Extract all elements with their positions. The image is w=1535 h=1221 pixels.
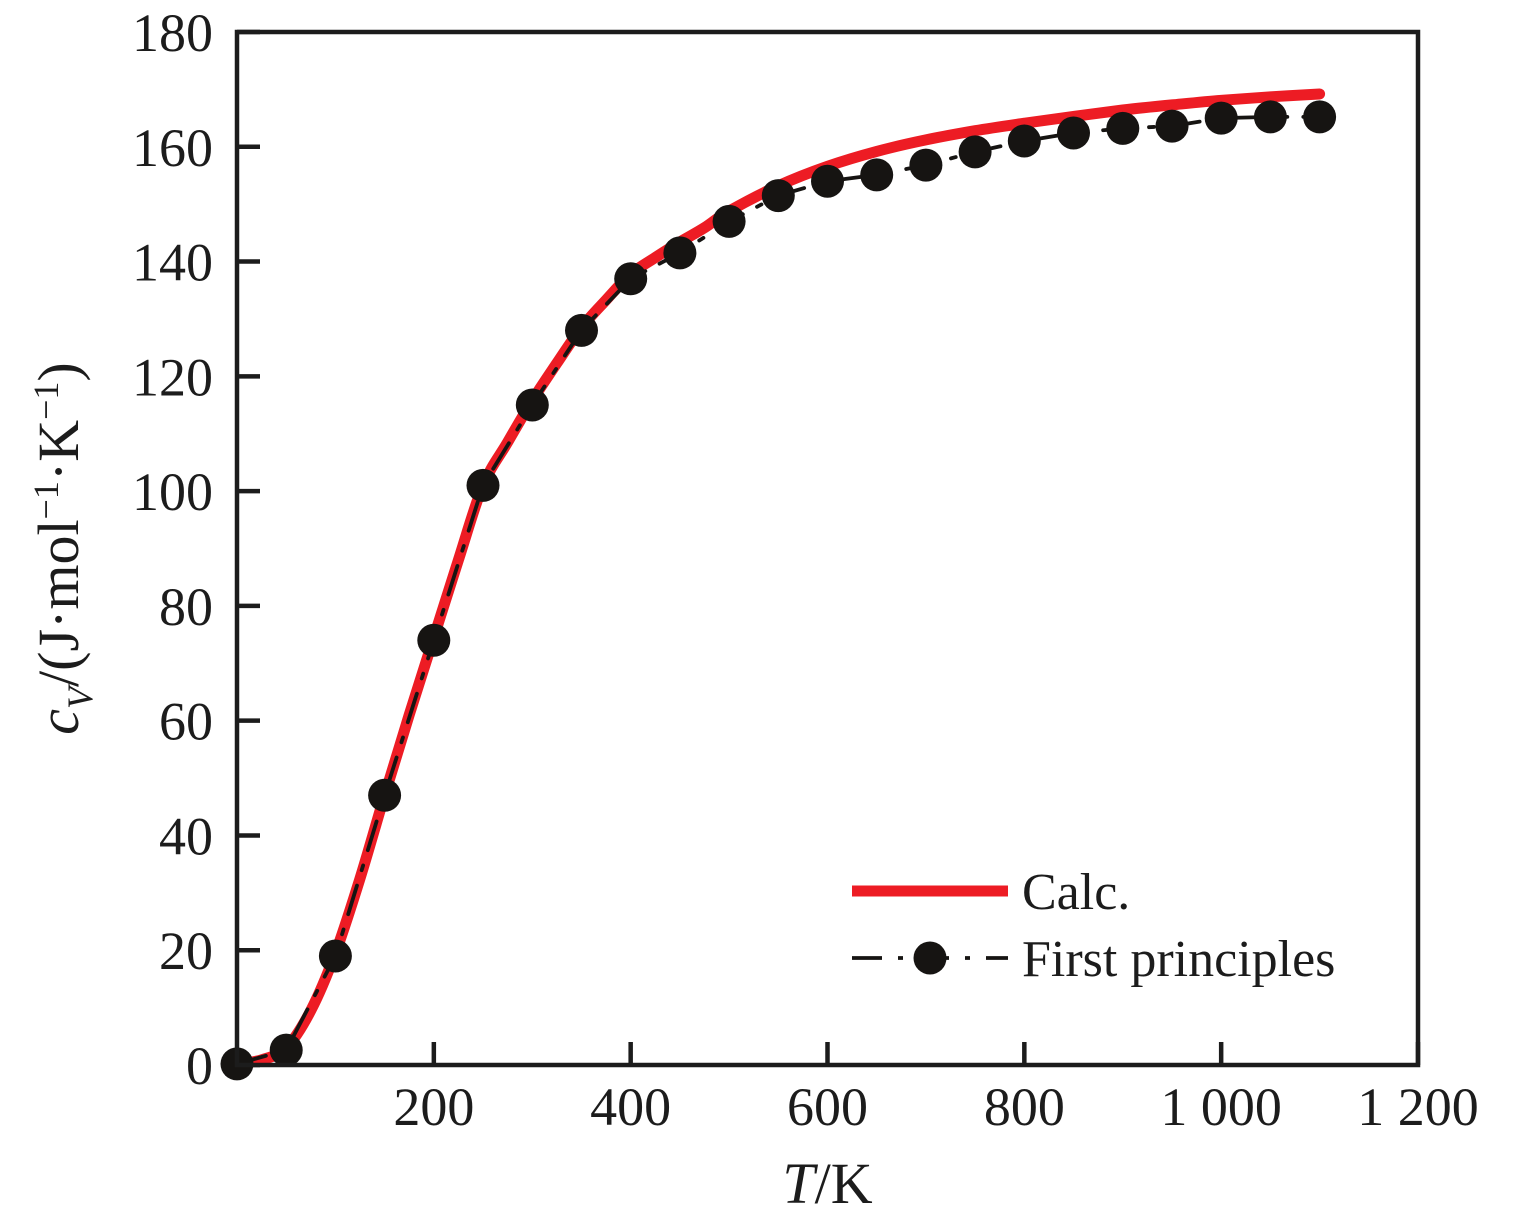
x-axis-title: T/K — [782, 1151, 872, 1216]
legend-item-calc: Calc. — [852, 864, 1130, 921]
legend-label: First principles — [1022, 931, 1335, 988]
x-tick-label: 200 — [393, 1077, 474, 1137]
x-tick-label: 1 200 — [1357, 1077, 1479, 1137]
y-tick-labels: 0 20 40 60 80 100 120 140 160 180 — [132, 3, 213, 1096]
plot-border — [234, 29, 1421, 1068]
data-point-marker — [1007, 124, 1041, 158]
y-tick-label: 0 — [186, 1036, 213, 1096]
data-point-marker — [909, 148, 943, 182]
x-tick-labels: 200 400 600 800 1 000 1 200 — [393, 1077, 1478, 1137]
data-point-marker — [565, 313, 598, 347]
y-tick-label: 60 — [159, 692, 213, 752]
x-tick-label: 1 000 — [1160, 1077, 1282, 1137]
x-tick-label: 800 — [984, 1077, 1065, 1137]
legend-label: Calc. — [1022, 864, 1130, 921]
data-point-marker — [1303, 100, 1337, 134]
data-point-marker — [269, 1033, 303, 1067]
x-tick-label: 600 — [787, 1077, 868, 1137]
data-point-marker — [958, 135, 992, 169]
y-tick-label: 180 — [132, 3, 213, 63]
y-tick-label: 140 — [132, 233, 213, 293]
data-point-marker — [811, 164, 844, 198]
y-tick-label: 160 — [132, 118, 213, 178]
legend-item-first-principles: First principles — [852, 931, 1335, 988]
x-tick-label: 400 — [590, 1077, 671, 1137]
data-point-marker — [761, 179, 795, 213]
data-point-marker — [1204, 101, 1238, 135]
data-point-marker — [1057, 116, 1090, 150]
data-point-marker — [1253, 100, 1287, 134]
y-tick-label: 20 — [159, 921, 213, 981]
data-point-marker — [712, 204, 746, 238]
legend-swatch-marker — [913, 941, 947, 975]
y-tick-label: 120 — [132, 347, 213, 407]
y-tick-label: 100 — [132, 462, 213, 522]
data-point-marker — [318, 939, 352, 973]
data-point-marker — [515, 388, 549, 422]
data-point-marker — [466, 468, 500, 502]
data-point-marker — [663, 236, 697, 270]
data-point-marker — [1106, 111, 1140, 145]
legend: Calc. First principles — [852, 864, 1335, 988]
data-point-marker — [368, 778, 402, 812]
data-point-marker — [860, 158, 894, 192]
data-point-marker — [614, 262, 648, 296]
series-first-principles-markers — [220, 100, 1337, 1081]
y-axis-title: cV/(J·mol−1·K−1) — [26, 362, 100, 734]
data-point-marker — [1155, 109, 1189, 143]
y-tick-label: 80 — [159, 577, 213, 637]
data-point-marker — [417, 623, 451, 657]
y-tick-label: 40 — [159, 806, 213, 866]
